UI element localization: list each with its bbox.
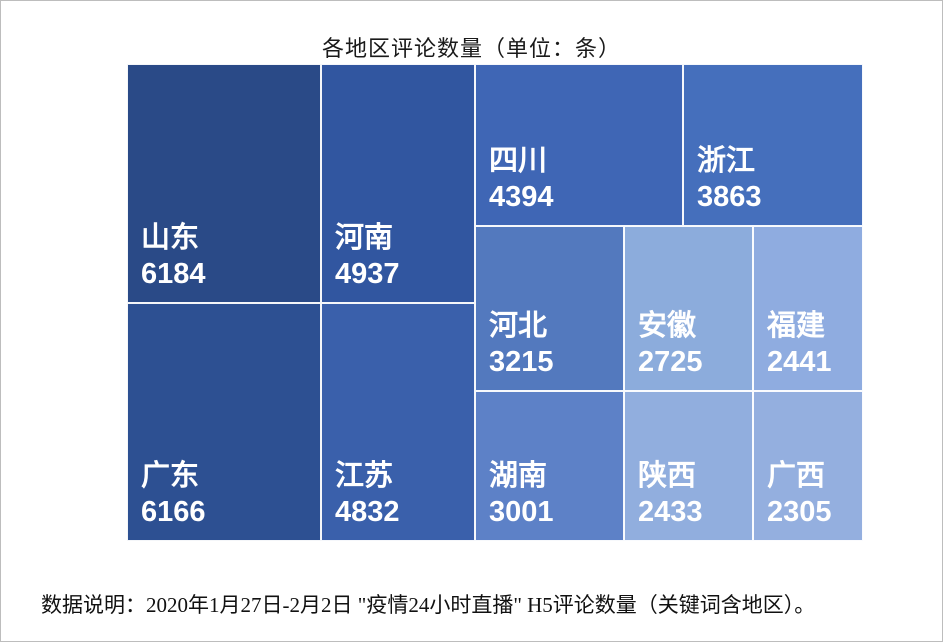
cell-region-label: 四川 <box>489 145 548 178</box>
cell-region-label: 山东 <box>141 222 200 255</box>
cell-label-block: 湖南 3001 <box>489 459 554 530</box>
cell-value-label: 2441 <box>767 345 832 378</box>
cell-value-label: 6166 <box>141 495 206 528</box>
cell-value-label: 2305 <box>767 495 832 528</box>
treemap-cell-hebei: 河北 3215 <box>475 226 624 391</box>
cell-value-label: 4832 <box>335 495 400 528</box>
treemap-cell-guangxi: 广西 2305 <box>753 391 863 541</box>
treemap-cell-anhui: 安徽 2725 <box>624 226 753 391</box>
cell-label-block: 河南 4937 <box>335 221 400 292</box>
chart-title: 各地区评论数量（单位：条） <box>321 36 621 61</box>
cell-value-label: 4394 <box>489 180 554 213</box>
cell-label-block: 陕西 2433 <box>638 459 703 530</box>
cell-region-label: 江苏 <box>335 460 394 493</box>
cell-region-label: 湖南 <box>489 460 548 493</box>
cell-value-label: 6184 <box>141 257 206 290</box>
cell-value-label: 3001 <box>489 495 554 528</box>
treemap: 山东 6184 广东 6166 河南 4937 江苏 4832 四川 4394 浙江 3863 河北 32… <box>127 64 863 541</box>
cell-label-block: 浙江 3863 <box>697 144 762 215</box>
treemap-cell-fujian: 福建 2441 <box>753 226 863 391</box>
treemap-cell-guangdong: 广东 6166 <box>127 303 321 541</box>
cell-value-label: 4937 <box>335 257 400 290</box>
cell-label-block: 四川 4394 <box>489 144 554 215</box>
cell-label-block: 河北 3215 <box>489 309 554 380</box>
cell-region-label: 广东 <box>141 460 200 493</box>
data-note: 数据说明：2020年1月27日-2月2日 "疫情24小时直播" H5评论数量（关… <box>41 593 816 617</box>
cell-region-label: 福建 <box>767 310 826 343</box>
cell-region-label: 安徽 <box>638 310 697 343</box>
cell-label-block: 广东 6166 <box>141 459 206 530</box>
cell-label-block: 福建 2441 <box>767 309 832 380</box>
cell-region-label: 浙江 <box>697 145 756 178</box>
cell-label-block: 广西 2305 <box>767 459 832 530</box>
treemap-cell-shaanxi: 陕西 2433 <box>624 391 753 541</box>
cell-value-label: 3215 <box>489 345 554 378</box>
cell-value-label: 3863 <box>697 180 762 213</box>
cell-label-block: 山东 6184 <box>141 221 206 292</box>
treemap-cell-shandong: 山东 6184 <box>127 64 321 303</box>
treemap-cell-jiangsu: 江苏 4832 <box>321 303 475 541</box>
treemap-cell-henan: 河南 4937 <box>321 64 475 303</box>
cell-region-label: 广西 <box>767 460 826 493</box>
cell-region-label: 陕西 <box>638 460 697 493</box>
treemap-cell-hunan: 湖南 3001 <box>475 391 624 541</box>
treemap-cell-sichuan: 四川 4394 <box>475 64 683 226</box>
cell-value-label: 2433 <box>638 495 703 528</box>
cell-value-label: 2725 <box>638 345 703 378</box>
cell-label-block: 安徽 2725 <box>638 309 703 380</box>
cell-region-label: 河南 <box>335 222 394 255</box>
cell-label-block: 江苏 4832 <box>335 459 400 530</box>
treemap-cell-zhejiang: 浙江 3863 <box>683 64 863 226</box>
cell-region-label: 河北 <box>489 310 548 343</box>
